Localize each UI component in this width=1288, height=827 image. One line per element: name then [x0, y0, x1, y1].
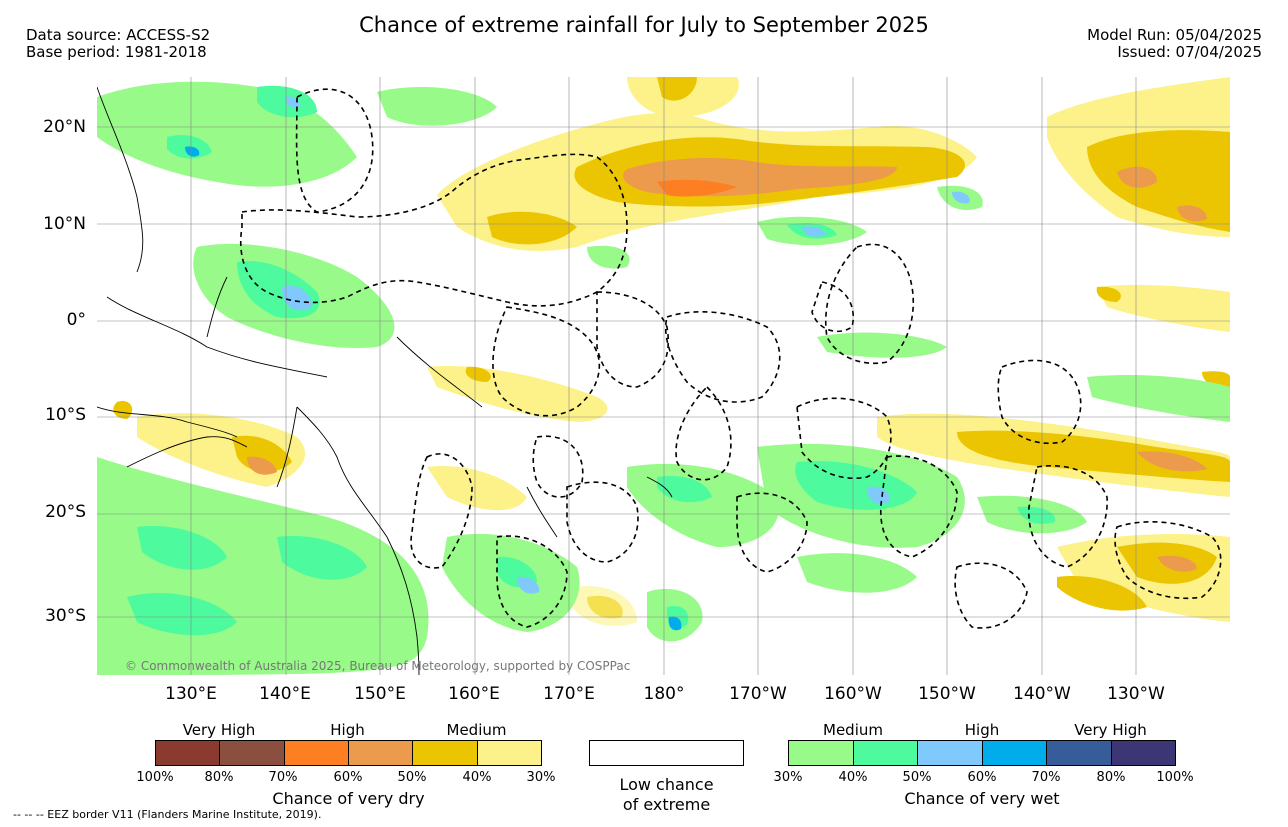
- wet-category-very-high: Very High: [1074, 721, 1147, 739]
- rainfall-map: © Commonwealth of Australia 2025, Bureau…: [97, 77, 1230, 675]
- wet-pct-70: 70%: [1031, 770, 1061, 785]
- dry-swatch-1: [156, 741, 221, 765]
- dry-caption: Chance of very dry: [272, 789, 425, 808]
- wet-region-south: [97, 443, 1087, 675]
- lon-label-130w: 130°W: [1107, 684, 1165, 704]
- map-title: Chance of extreme rainfall for July to S…: [359, 13, 929, 37]
- model-run-label: Model Run: 05/04/2025: [1087, 26, 1262, 44]
- dry-pct-60: 60%: [333, 770, 363, 785]
- dry-pct-80: 80%: [204, 770, 234, 785]
- wet-pct-40: 40%: [838, 770, 868, 785]
- low-chance-label-line2: of extreme: [622, 795, 711, 814]
- lon-label-150w: 150°W: [918, 684, 976, 704]
- issued-date-label: Issued: 07/04/2025: [1117, 43, 1262, 61]
- wet-pct-60: 60%: [967, 770, 997, 785]
- wet-swatch-5: [1047, 741, 1112, 765]
- dry-colorbar: [155, 740, 542, 766]
- wet-swatch-3: [918, 741, 983, 765]
- copyright-text: © Commonwealth of Australia 2025, Bureau…: [125, 659, 630, 673]
- dry-category-medium: Medium: [446, 721, 507, 739]
- wet-swatch-2: [853, 741, 918, 765]
- dry-category-very-high: Very High: [182, 721, 256, 739]
- lon-label-170w: 170°W: [729, 684, 787, 704]
- coastlines: [97, 86, 673, 675]
- wet-swatch-6: [1111, 741, 1175, 765]
- wet-pct-80: 80%: [1096, 770, 1126, 785]
- lat-label-0: 0°: [66, 310, 86, 330]
- wet-caption: Chance of very wet: [904, 789, 1060, 808]
- lat-label-30s: 30°S: [45, 606, 86, 626]
- lon-label-170e: 170°E: [543, 684, 595, 704]
- low-chance-swatch: [589, 740, 744, 766]
- lat-label-20n: 20°N: [43, 117, 86, 137]
- lon-label-150e: 150°E: [354, 684, 406, 704]
- wet-swatch-4: [982, 741, 1047, 765]
- lon-label-160e: 160°E: [448, 684, 500, 704]
- base-period-label: Base period: 1981-2018: [26, 43, 207, 61]
- wet-region-equatorial: [193, 185, 1230, 422]
- wet-swatch-1: [789, 741, 854, 765]
- lon-label-160w: 160°W: [824, 684, 882, 704]
- wet-category-high: High: [964, 721, 1000, 739]
- eez-borders: [240, 88, 1222, 629]
- dry-pct-30: 30%: [526, 770, 556, 785]
- dry-pct-40: 40%: [462, 770, 492, 785]
- dry-swatch-6: [477, 741, 541, 765]
- dry-swatch-5: [413, 741, 478, 765]
- dry-swatch-4: [348, 741, 414, 765]
- dry-region-south-central: [113, 366, 637, 627]
- dry-pct-70: 70%: [268, 770, 298, 785]
- dry-region-north: [437, 77, 977, 251]
- lat-label-20s: 20°S: [45, 502, 86, 522]
- lon-label-130e: 130°E: [165, 684, 217, 704]
- wet-pct-50: 50%: [902, 770, 932, 785]
- wet-pct-100: 100%: [1156, 770, 1194, 785]
- lon-label-180: 180°: [643, 684, 685, 704]
- wet-category-medium: Medium: [823, 721, 883, 739]
- lon-label-140w: 140°W: [1013, 684, 1071, 704]
- dry-category-high: High: [330, 721, 365, 739]
- data-source-label: Data source: ACCESS-S2: [26, 26, 211, 44]
- lon-label-140e: 140°E: [259, 684, 311, 704]
- dry-region-southeast: [877, 286, 1230, 622]
- wet-colorbar: [788, 740, 1176, 766]
- lat-label-10n: 10°N: [43, 214, 86, 234]
- dry-pct-50: 50%: [397, 770, 427, 785]
- lat-label-10s: 10°S: [45, 405, 86, 425]
- dry-region-northeast: [1047, 77, 1230, 332]
- eez-border-note: -- -- -- EEZ border V11 (Flanders Marine…: [13, 808, 322, 821]
- dry-swatch-2: [220, 741, 285, 765]
- dry-pct-100: 100%: [136, 770, 174, 785]
- dry-swatch-3: [284, 741, 349, 765]
- wet-region-northwest: [97, 81, 497, 187]
- wet-pct-30: 30%: [773, 770, 803, 785]
- low-chance-label-line1: Low chance: [619, 775, 714, 794]
